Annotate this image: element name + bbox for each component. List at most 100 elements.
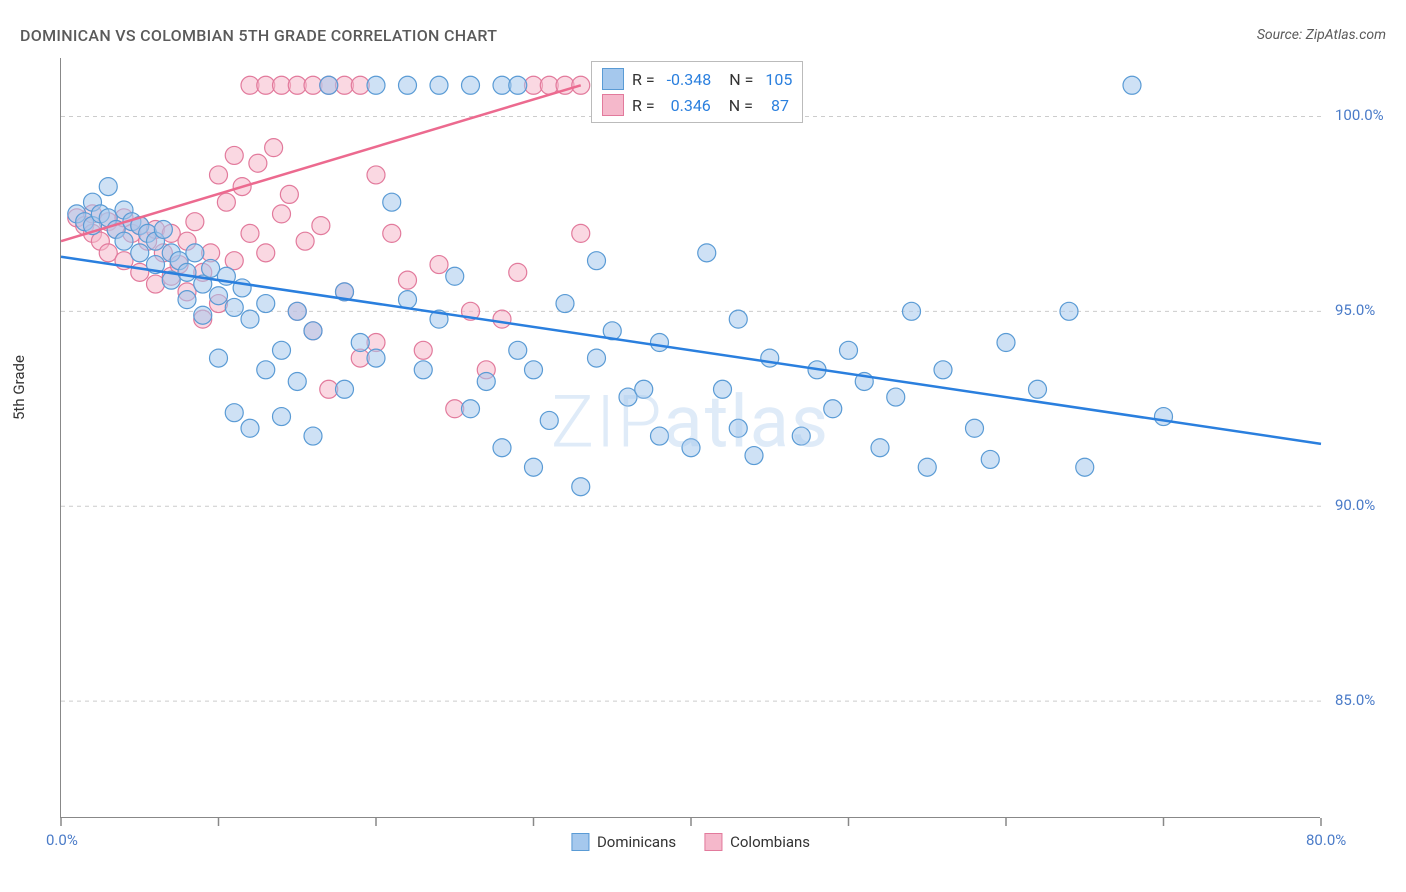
n-value-colombians: 87 bbox=[771, 96, 789, 115]
data-point-colombians bbox=[217, 193, 235, 211]
data-point-dominicans bbox=[1155, 408, 1173, 426]
x-tick-label: 80.0% bbox=[1306, 831, 1346, 849]
data-point-dominicans bbox=[304, 427, 322, 445]
data-point-colombians bbox=[509, 263, 527, 281]
data-point-dominicans bbox=[682, 439, 700, 457]
data-point-dominicans bbox=[1076, 458, 1094, 476]
data-point-dominicans bbox=[540, 411, 558, 429]
data-point-dominicans bbox=[745, 447, 763, 465]
source-attribution: Source: ZipAtlas.com bbox=[1257, 27, 1386, 43]
data-point-dominicans bbox=[241, 419, 259, 437]
swatch-blue bbox=[602, 68, 624, 90]
data-point-colombians bbox=[399, 271, 417, 289]
data-point-dominicans bbox=[367, 349, 385, 367]
data-point-dominicans bbox=[840, 341, 858, 359]
data-point-dominicans bbox=[210, 287, 228, 305]
data-point-colombians bbox=[367, 166, 385, 184]
data-point-dominicans bbox=[556, 295, 574, 313]
plot-area: ZIPatlas R = -0.348 N = 105 R = 0.346 N … bbox=[60, 58, 1320, 818]
data-point-dominicans bbox=[304, 322, 322, 340]
data-point-dominicans bbox=[383, 193, 401, 211]
r-value-colombians: 0.346 bbox=[671, 96, 711, 115]
data-point-colombians bbox=[210, 166, 228, 184]
data-point-dominicans bbox=[241, 310, 259, 328]
data-point-colombians bbox=[265, 139, 283, 157]
legend-row-colombians: R = 0.346 N = 87 bbox=[592, 92, 802, 118]
data-point-dominicans bbox=[966, 419, 984, 437]
data-point-dominicans bbox=[210, 349, 228, 367]
data-point-dominicans bbox=[154, 220, 172, 238]
data-point-dominicans bbox=[225, 298, 243, 316]
legend-item-colombians: Colombians bbox=[704, 833, 810, 851]
y-tick-label: 90.0% bbox=[1335, 496, 1405, 514]
data-point-dominicans bbox=[414, 361, 432, 379]
chart-svg bbox=[61, 58, 1320, 817]
data-point-dominicans bbox=[1123, 76, 1141, 94]
data-point-dominicans bbox=[257, 295, 275, 313]
data-point-colombians bbox=[383, 224, 401, 242]
data-point-dominicans bbox=[257, 361, 275, 379]
r-label: R = bbox=[632, 70, 655, 89]
data-point-dominicans bbox=[477, 372, 495, 390]
data-point-colombians bbox=[249, 154, 267, 172]
data-point-dominicans bbox=[588, 349, 606, 367]
data-point-dominicans bbox=[493, 439, 511, 457]
y-tick-label: 85.0% bbox=[1335, 691, 1405, 709]
data-point-dominicans bbox=[288, 302, 306, 320]
data-point-dominicans bbox=[336, 380, 354, 398]
data-point-dominicans bbox=[1029, 380, 1047, 398]
data-point-dominicans bbox=[1060, 302, 1078, 320]
r-value-dominicans: -0.348 bbox=[667, 70, 712, 89]
data-point-dominicans bbox=[186, 244, 204, 262]
data-point-dominicans bbox=[131, 244, 149, 262]
data-point-dominicans bbox=[871, 439, 889, 457]
legend-label-colombians: Colombians bbox=[730, 833, 810, 851]
data-point-dominicans bbox=[115, 232, 133, 250]
data-point-dominicans bbox=[635, 380, 653, 398]
data-point-dominicans bbox=[320, 76, 338, 94]
legend-label-dominicans: Dominicans bbox=[597, 833, 676, 851]
correlation-legend-panel: R = -0.348 N = 105 R = 0.346 N = 87 bbox=[591, 61, 803, 123]
data-point-dominicans bbox=[525, 361, 543, 379]
data-point-colombians bbox=[572, 224, 590, 242]
data-point-colombians bbox=[430, 256, 448, 274]
data-point-dominicans bbox=[997, 334, 1015, 352]
n-label: N = bbox=[729, 96, 753, 115]
n-label: N = bbox=[729, 70, 753, 89]
data-point-colombians bbox=[273, 205, 291, 223]
chart-title: DOMINICAN VS COLOMBIAN 5TH GRADE CORRELA… bbox=[20, 26, 497, 45]
title-bar: DOMINICAN VS COLOMBIAN 5TH GRADE CORRELA… bbox=[20, 20, 1386, 50]
data-point-dominicans bbox=[714, 380, 732, 398]
data-point-dominicans bbox=[651, 334, 669, 352]
swatch-pink bbox=[704, 833, 722, 851]
n-value-dominicans: 105 bbox=[765, 70, 792, 89]
data-point-dominicans bbox=[698, 244, 716, 262]
data-point-dominicans bbox=[824, 400, 842, 418]
data-point-dominicans bbox=[288, 372, 306, 390]
data-point-dominicans bbox=[399, 76, 417, 94]
trend-line-dominicans bbox=[61, 257, 1321, 444]
data-point-colombians bbox=[186, 213, 204, 231]
data-point-dominicans bbox=[792, 427, 810, 445]
data-point-colombians bbox=[257, 244, 275, 262]
legend-item-dominicans: Dominicans bbox=[571, 833, 676, 851]
data-point-dominicans bbox=[273, 341, 291, 359]
data-point-dominicans bbox=[903, 302, 921, 320]
series-legend: Dominicans Colombians bbox=[571, 833, 810, 851]
data-point-dominicans bbox=[462, 76, 480, 94]
data-point-colombians bbox=[225, 146, 243, 164]
data-point-dominicans bbox=[399, 291, 417, 309]
data-point-colombians bbox=[414, 341, 432, 359]
y-axis-label: 5th Grade bbox=[10, 355, 28, 420]
y-tick-label: 100.0% bbox=[1335, 106, 1405, 124]
data-point-dominicans bbox=[651, 427, 669, 445]
x-tick-label: 0.0% bbox=[46, 831, 78, 849]
legend-row-dominicans: R = -0.348 N = 105 bbox=[592, 66, 802, 92]
data-point-dominicans bbox=[729, 310, 747, 328]
data-point-colombians bbox=[296, 232, 314, 250]
data-point-dominicans bbox=[225, 404, 243, 422]
data-point-dominicans bbox=[981, 450, 999, 468]
data-point-dominicans bbox=[572, 478, 590, 496]
data-point-colombians bbox=[312, 217, 330, 235]
data-point-dominicans bbox=[462, 400, 480, 418]
